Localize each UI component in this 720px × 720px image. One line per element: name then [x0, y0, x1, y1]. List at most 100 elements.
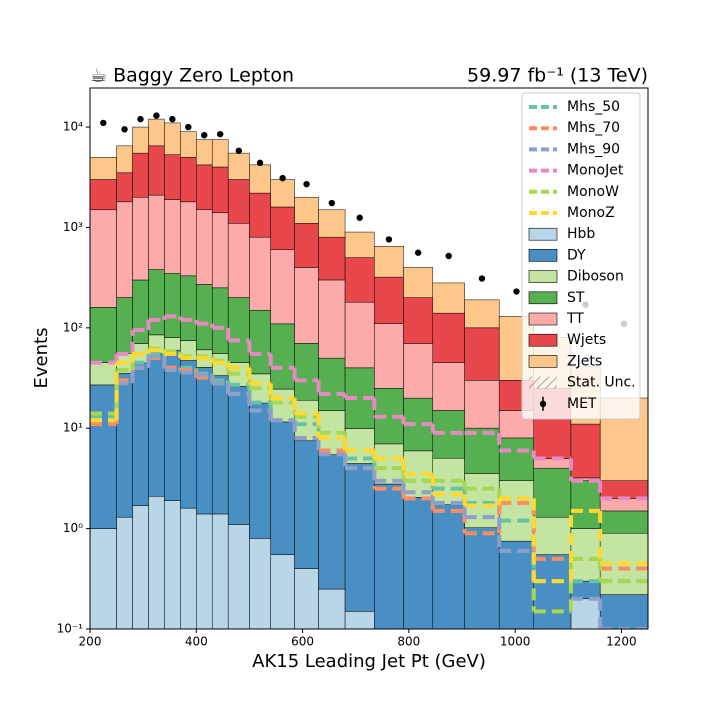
- stack-bar: [116, 372, 133, 518]
- legend-swatch: [528, 333, 558, 347]
- legend-label: ZJets: [567, 353, 602, 369]
- stack-bar: [294, 196, 319, 224]
- stack-bar: [533, 516, 572, 555]
- stack-bar: [180, 157, 197, 203]
- data-point: [201, 131, 208, 139]
- stack-bar: [148, 269, 165, 336]
- stack-bar: [180, 131, 197, 158]
- x-axis-label: AK15 Leading Jet Pt (GeV): [252, 651, 486, 672]
- stack-bar: [164, 337, 181, 351]
- stack-bar: [270, 388, 295, 423]
- legend-label: Hbb: [567, 226, 595, 242]
- lumi-label: 59.97 fb⁻¹ (13 TeV): [467, 65, 648, 87]
- data-point: [328, 199, 335, 207]
- legend-label: Mhs_90: [567, 141, 620, 157]
- legend-swatch: [528, 227, 558, 241]
- stack-bar: [211, 212, 229, 289]
- legend-label: Wjets: [567, 332, 606, 348]
- data-point: [303, 180, 310, 188]
- stack-bar: [403, 343, 434, 399]
- stack-bar: [196, 284, 213, 351]
- data-point: [121, 126, 128, 133]
- stack-bar: [318, 454, 346, 590]
- stack-bar: [180, 275, 197, 341]
- stack-bar: [164, 199, 181, 274]
- stack-bar: [90, 209, 117, 308]
- stack-bar: [464, 380, 500, 429]
- x-tick-label: 1200: [606, 635, 637, 649]
- stack-bar: [318, 279, 346, 359]
- stack-bar: [374, 443, 404, 485]
- legend-swatch: [528, 249, 558, 262]
- stack-bar: [164, 154, 181, 200]
- stack-bar: [599, 594, 648, 629]
- stack-bar: [196, 164, 213, 211]
- data-point: [169, 115, 176, 123]
- stack-bar: [180, 201, 197, 277]
- data-point: [385, 236, 393, 243]
- y-tick-label: 10⁴: [63, 120, 83, 134]
- stack-bar: [164, 122, 181, 155]
- legend-label: MonoZ: [567, 205, 615, 221]
- frame: [89, 87, 649, 630]
- y-tick-label: 10³: [63, 220, 83, 234]
- stack-bar: [432, 504, 465, 629]
- stack-bar: [249, 402, 271, 539]
- stack-bar: [498, 480, 534, 542]
- stack-bar: [227, 386, 250, 525]
- stack-bar: [90, 179, 117, 211]
- legend-label: Mhs_70: [567, 120, 620, 136]
- data-point: [235, 147, 242, 155]
- stack-bar: [116, 145, 133, 174]
- legend-swatch: [528, 291, 558, 305]
- legend-swatch: [528, 355, 558, 368]
- stack-bar: [164, 349, 181, 501]
- stack-bar: [211, 287, 229, 354]
- y-tick-label: 10²: [63, 320, 83, 334]
- stack-bar: [249, 309, 271, 375]
- stack-bar: [374, 323, 404, 389]
- stack-bar: [599, 510, 648, 534]
- stack-bar: [148, 194, 165, 270]
- stack-bar: [211, 513, 229, 629]
- data-point: [356, 214, 363, 221]
- chart-title: ☕ Baggy Zero Lepton: [90, 65, 294, 87]
- stack-bar: [270, 323, 295, 390]
- stack-bar: [90, 157, 117, 180]
- y-tick-label: 10¹: [63, 421, 83, 435]
- x-tick-label: 600: [291, 635, 314, 649]
- data-point: [414, 249, 422, 256]
- data-point: [256, 159, 264, 167]
- stack-bar: [90, 528, 117, 629]
- stack-bar: [116, 516, 133, 629]
- stack-bar: [196, 367, 213, 515]
- legend-swatch: [529, 376, 557, 389]
- stack-bar: [132, 279, 149, 344]
- x-tick-label: 1000: [500, 635, 531, 649]
- stack-bar: [344, 231, 375, 258]
- stack-bar: [374, 276, 404, 324]
- stack-bar: [318, 209, 346, 238]
- stack-bar: [180, 359, 197, 509]
- stack-bar: [344, 257, 375, 303]
- x-tick-label: 800: [397, 635, 420, 649]
- data-point: [279, 174, 286, 182]
- stack-bar: [90, 384, 117, 529]
- stack-bar: [432, 362, 465, 411]
- data-point: [478, 275, 486, 282]
- stack-bar: [249, 164, 271, 194]
- stack-bar: [116, 172, 133, 203]
- stack-bar: [464, 327, 500, 381]
- stack-bar: [148, 353, 165, 497]
- stack-bar: [344, 463, 375, 612]
- stack-bar: [132, 126, 149, 154]
- stack-bar: [432, 282, 465, 314]
- stack-bar: [318, 236, 346, 281]
- y-tick-label: 10⁰: [63, 521, 83, 535]
- stack-bar: [464, 473, 500, 529]
- stack-bar: [164, 272, 181, 338]
- data-point: [445, 252, 452, 260]
- data-point: [217, 130, 224, 138]
- stack-bar: [294, 440, 319, 569]
- stack-bar: [249, 192, 271, 238]
